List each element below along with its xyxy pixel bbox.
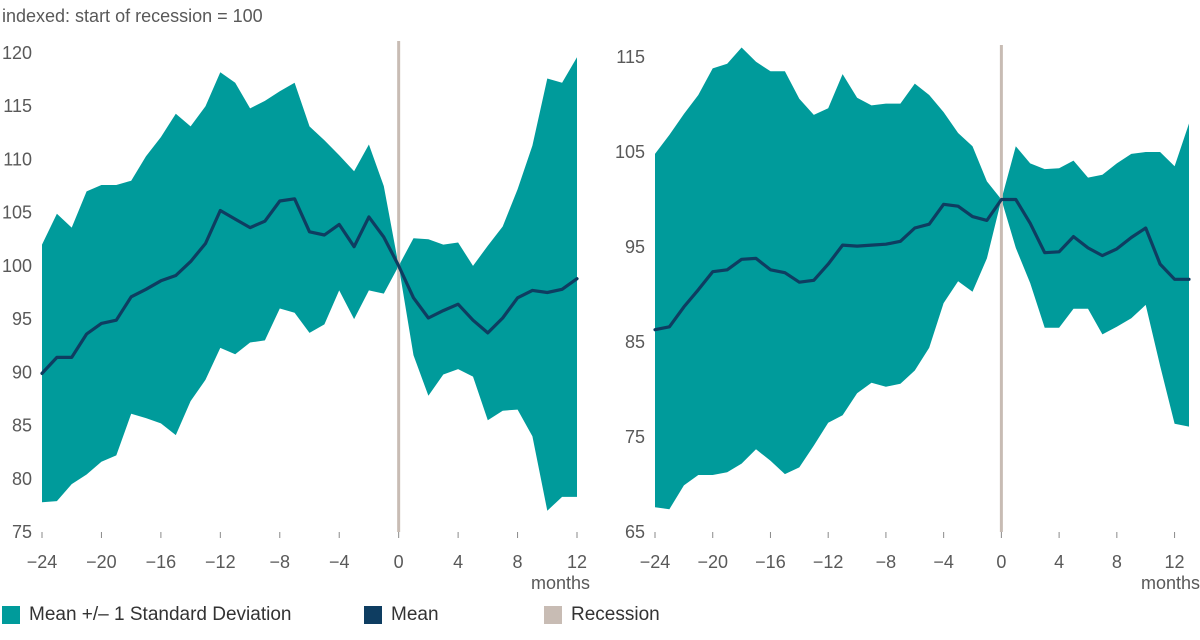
x-tick-label: −12 [205, 552, 236, 572]
legend-item-mean: Mean [364, 604, 439, 626]
legend-label-mean: Mean [391, 604, 439, 625]
x-tick-label: −20 [86, 552, 117, 572]
y-tick-label: 80 [12, 469, 32, 489]
x-tick-label: 0 [394, 552, 404, 572]
legend-item-recession: Recession [544, 604, 660, 626]
legend-swatch-band [2, 606, 20, 624]
x-tick-label: 12 [1165, 552, 1185, 572]
legend: Mean +/– 1 Standard Deviation Mean Reces… [0, 604, 1200, 634]
y-tick-label: 85 [12, 416, 32, 436]
y-tick-label: 65 [625, 522, 645, 542]
x-tick-label: −12 [813, 552, 844, 572]
x-tick-label: 4 [453, 552, 463, 572]
mean-line [40, 197, 579, 375]
y-tick-label: 85 [625, 332, 645, 352]
x-tick-label: 0 [996, 552, 1006, 572]
y-tick-label: 90 [12, 362, 32, 382]
legend-item-band: Mean +/– 1 Standard Deviation [2, 604, 291, 626]
y-tick-label: 105 [615, 142, 645, 162]
x-tick-label: −24 [27, 552, 58, 572]
x-tick-label: −4 [329, 552, 350, 572]
y-tick-label: 95 [12, 309, 32, 329]
x-tick-label: −16 [755, 552, 786, 572]
y-tick-label: 115 [616, 47, 645, 67]
right-panel: 65 75 85 95 105 115 −24 −20 −16 −12 −8 −4 0 4 8 12month… [615, 45, 1200, 593]
legend-label-band: Mean +/– 1 Standard Deviation [29, 604, 292, 625]
x-tick-label: −20 [697, 552, 728, 572]
x-tick-label: −24 [640, 552, 671, 572]
y-tick-label: 105 [2, 203, 32, 223]
legend-label-recession: Recession [571, 604, 660, 625]
x-tick-label: 8 [513, 552, 523, 572]
x-tick-label: 12 [567, 552, 587, 572]
y-tick-label: 100 [2, 256, 32, 276]
y-tick-label: 120 [2, 43, 32, 63]
x-tick-label: 8 [1112, 552, 1122, 572]
y-tick-label: 110 [3, 149, 32, 169]
x-tick-label: −8 [270, 552, 291, 572]
y-tick-label: 95 [625, 237, 645, 257]
std-dev-band [42, 57, 577, 511]
x-tick-label: −8 [876, 552, 897, 572]
x-axis-label: months [531, 573, 590, 593]
legend-swatch-recession [544, 606, 562, 624]
x-tick-label: −4 [933, 552, 954, 572]
legend-swatch-mean [364, 606, 382, 624]
x-tick-label: −16 [146, 552, 177, 572]
y-tick-label: 115 [3, 96, 32, 116]
y-tick-label: 75 [12, 522, 32, 542]
chart-subtitle: indexed: start of recession = 100 [2, 6, 263, 26]
mean-line [653, 197, 1191, 332]
y-tick-label: 75 [625, 427, 645, 447]
x-axis-label: months [1141, 573, 1200, 593]
x-tick-label: 4 [1054, 552, 1064, 572]
std-dev-band [655, 47, 1189, 510]
